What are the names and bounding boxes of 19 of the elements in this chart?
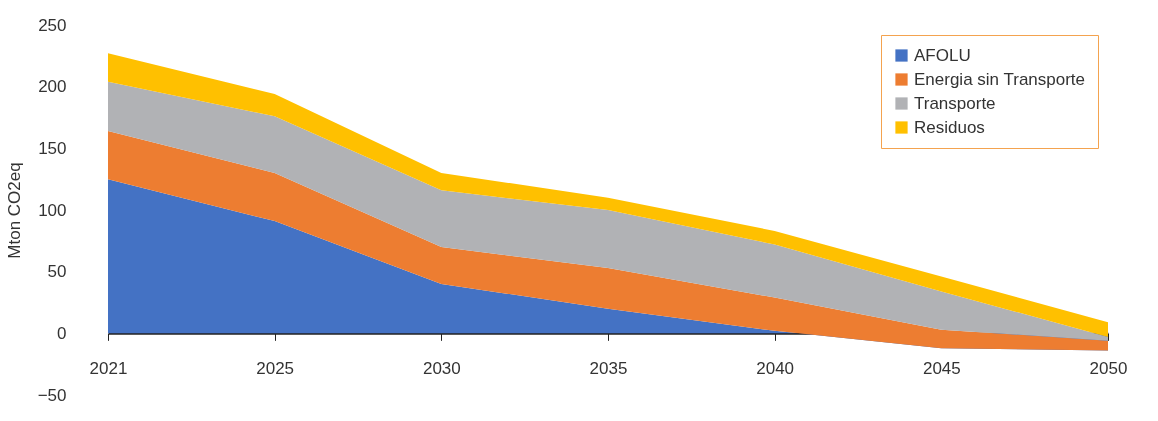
legend-label: Transporte [914, 93, 996, 113]
x-tick-label: 2050 [1089, 358, 1128, 378]
x-tick-label: 2045 [922, 358, 961, 378]
y-tick-label: 150 [38, 138, 67, 158]
y-tick-label: 200 [38, 77, 67, 97]
x-tick-label: 2035 [589, 358, 628, 378]
legend-label: Residuos [914, 117, 985, 137]
y-tick-label: 50 [47, 262, 67, 282]
y-tick-label: −50 [37, 385, 67, 405]
legend-label: Energia sin Transporte [914, 69, 1086, 89]
y-tick-label: 250 [38, 15, 67, 35]
y-axis-title: Mton CO2eq [4, 162, 24, 259]
x-tick-label: 2030 [422, 358, 461, 378]
y-tick-label: 0 [57, 323, 67, 343]
x-tick-label: 2025 [256, 358, 295, 378]
x-tick-label: 2021 [89, 358, 128, 378]
x-tick-label: 2040 [756, 358, 795, 378]
y-tick-label: 100 [38, 200, 67, 220]
legend-label: AFOLU [914, 45, 971, 65]
